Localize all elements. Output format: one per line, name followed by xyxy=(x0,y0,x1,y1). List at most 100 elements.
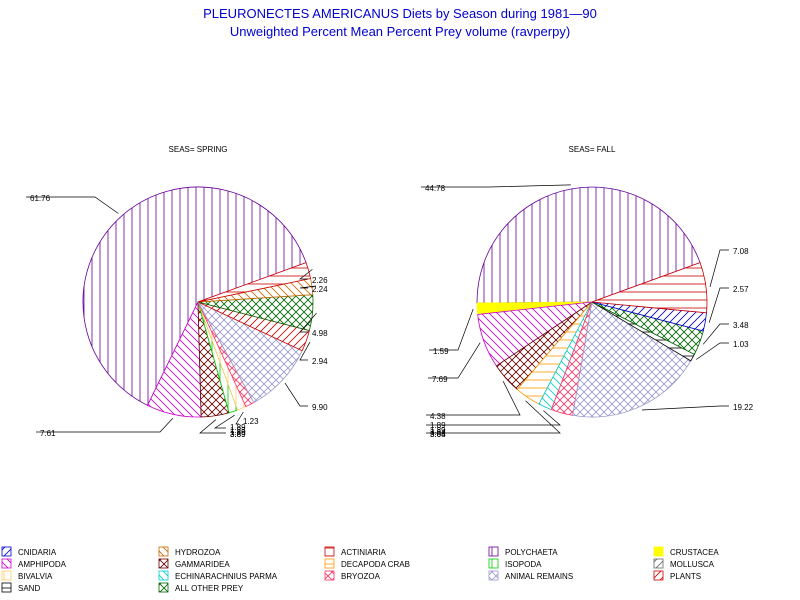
legend-swatch xyxy=(1,570,12,581)
legend-swatch xyxy=(488,546,499,557)
leader-line xyxy=(421,184,571,188)
legend-item-amphipoda: AMPHIPODA xyxy=(1,558,67,569)
leader-line xyxy=(36,418,174,433)
legend-item-mollusca: MOLLUSCA xyxy=(653,558,715,569)
leader-line xyxy=(426,410,561,426)
slice-value-label: 1.03 xyxy=(733,340,749,349)
legend-item-hydrozoa: HYDROZOA xyxy=(158,546,221,557)
slice-value-label: 2.24 xyxy=(312,285,328,294)
legend-swatch xyxy=(158,582,169,593)
leader-line xyxy=(428,342,481,379)
legend-swatch xyxy=(324,546,335,557)
legend-item-decapoda-crab: DECAPODA CRAB xyxy=(324,558,410,569)
legend-item-cnidaria: CNIDARIA xyxy=(1,546,57,557)
legend-swatch xyxy=(653,570,664,581)
legend-item-crustacea: CRUSTACEA xyxy=(653,546,719,557)
pie-slice-actiniaria xyxy=(197,262,312,303)
legend-item-gammaridea: GAMMARIDEA xyxy=(158,558,230,569)
leader-line xyxy=(299,341,311,361)
slice-value-label: 2.94 xyxy=(312,357,328,366)
leader-line xyxy=(429,308,474,351)
slice-value-label: 3.89 xyxy=(230,430,246,439)
legend-label: GAMMARIDEA xyxy=(175,560,230,569)
leader-line xyxy=(299,312,317,333)
legend-item-polychaeta: POLYCHAETA xyxy=(488,546,558,557)
leader-line xyxy=(26,196,119,214)
pie-seas-fall: SEAS= FALL 44.78 1.59 7.69 4.38 3.641.89 19.22… xyxy=(421,145,754,439)
leader-line xyxy=(235,411,244,425)
slice-value-label: 3.48 xyxy=(733,321,749,330)
legend-label: CRUSTACEA xyxy=(670,548,719,557)
slice-value-label: 1.89 xyxy=(430,421,446,430)
pie-slice-animal-remains xyxy=(572,301,692,418)
leader-line xyxy=(641,405,729,411)
pie-slice-polychaeta xyxy=(82,186,307,406)
leader-line xyxy=(702,323,729,345)
legend-item-animal-remains: ANIMAL REMAINS xyxy=(488,570,573,581)
legend-label: POLYCHAETA xyxy=(505,548,558,557)
leader-line xyxy=(709,249,729,287)
chart-title: PLEURONECTES AMERICANUS Diets by Season … xyxy=(203,6,597,21)
legend-item-all-other-prey: ALL OTHER PREY xyxy=(158,582,244,593)
legend-item-actiniaria: ACTINIARIA xyxy=(324,546,387,557)
legend-label: BIVALVIA xyxy=(18,572,53,581)
legend-label: AMPHIPODA xyxy=(18,560,67,569)
leader-line xyxy=(426,400,561,434)
slice-value-label: 44.78 xyxy=(425,184,446,193)
slice-value-label: 4.98 xyxy=(312,329,328,338)
pie-subtitle: SEAS= SPRING xyxy=(169,145,228,154)
slice-value-label: 4.38 xyxy=(430,412,446,421)
fall-small-label: 3.64 xyxy=(430,428,446,437)
spring-small-label: 1.89 xyxy=(230,428,246,437)
slice-value-label: 3.64 xyxy=(430,430,446,439)
slice-value-label: 7.08 xyxy=(733,247,749,256)
slice-value-label: 7.69 xyxy=(432,375,448,384)
legend-label: BRYOZOA xyxy=(341,572,381,581)
slice-value-label: 19.22 xyxy=(733,403,754,412)
leader-line xyxy=(284,382,308,407)
leader-line xyxy=(199,419,226,434)
legend-swatch xyxy=(324,570,335,581)
legend-item-sand: SAND xyxy=(1,582,40,593)
slice-value-label: 61.76 xyxy=(30,194,51,203)
slice-value-label: 1.89 xyxy=(230,423,246,432)
leader-line xyxy=(696,342,729,360)
legend-swatch xyxy=(1,558,12,569)
pie-slice-animal-remains xyxy=(197,301,303,404)
leader-line xyxy=(299,285,316,289)
legend-swatch xyxy=(158,546,169,557)
leader-line xyxy=(426,380,521,416)
legend-swatch xyxy=(653,558,664,569)
fall-small-label: 3.08 xyxy=(430,430,446,439)
legend-label: SAND xyxy=(18,584,40,593)
slice-value-label: 7.61 xyxy=(40,429,56,438)
legend-label: MOLLUSCA xyxy=(670,560,715,569)
legend-swatch xyxy=(324,558,335,569)
leader-line xyxy=(213,414,235,429)
slice-value-label: 2.26 xyxy=(312,276,328,285)
legend-swatch xyxy=(1,546,12,557)
legend-item-echinarachnius-parma: ECHINARACHNIUS PARMA xyxy=(158,570,278,581)
legend-label: HYDROZOA xyxy=(175,548,221,557)
legend-swatch xyxy=(653,546,664,557)
slice-value-label: 1.59 xyxy=(433,347,449,356)
legend-label: ISOPODA xyxy=(505,560,542,569)
spring-small-label: 1.23 xyxy=(230,426,246,435)
slice-value-label: 1.23 xyxy=(243,417,259,426)
legend-swatch xyxy=(1,582,12,593)
leader-line xyxy=(298,269,313,280)
pie-subtitle: SEAS= FALL xyxy=(569,145,616,154)
legend-item-bivalvia: BIVALVIA xyxy=(1,570,53,581)
legend-label: ALL OTHER PREY xyxy=(175,584,244,593)
legend-label: CNIDARIA xyxy=(18,548,57,557)
legend-swatch xyxy=(488,558,499,569)
legend-label: ACTINIARIA xyxy=(341,548,387,557)
legend: CNIDARIA HYDROZOA ACTINIARIA POLYCHAETA CRUS… xyxy=(1,546,719,593)
legend-item-isopoda: ISOPODA xyxy=(488,558,542,569)
pie-slice-polychaeta xyxy=(476,186,701,304)
pie-slice-actiniaria xyxy=(591,262,708,314)
slice-value-label: 2.57 xyxy=(733,285,749,294)
fall-small-label: 1.89 xyxy=(430,426,446,435)
